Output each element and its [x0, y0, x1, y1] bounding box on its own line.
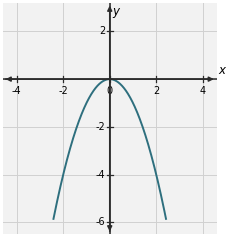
Text: y: y — [112, 5, 119, 18]
Text: 0: 0 — [106, 86, 112, 96]
Text: -6: -6 — [96, 217, 105, 227]
Text: -2: -2 — [58, 86, 68, 96]
Text: x: x — [218, 64, 225, 77]
Text: -4: -4 — [96, 169, 105, 180]
Text: -2: -2 — [95, 122, 105, 132]
Text: 4: 4 — [199, 86, 205, 96]
Text: 2: 2 — [99, 26, 105, 36]
Text: -4: -4 — [12, 86, 21, 96]
Text: 2: 2 — [153, 86, 159, 96]
